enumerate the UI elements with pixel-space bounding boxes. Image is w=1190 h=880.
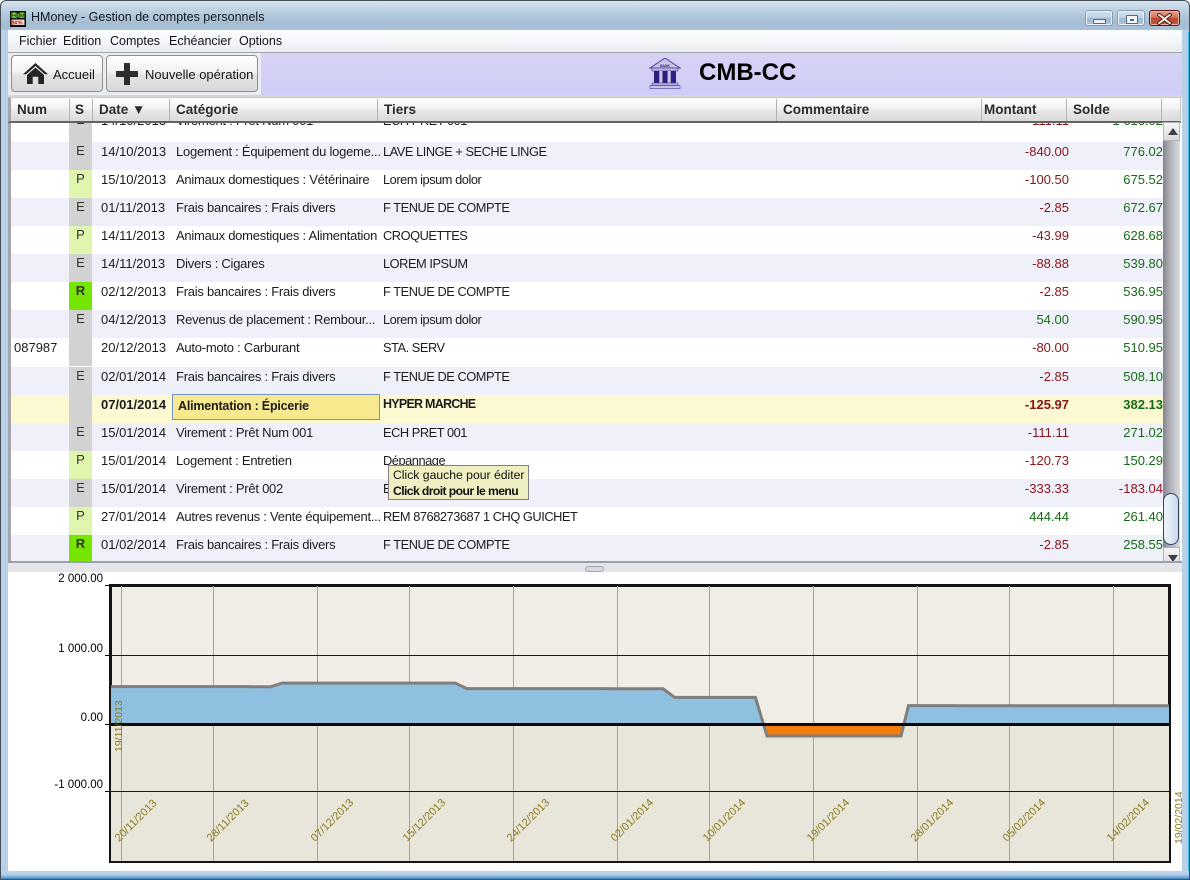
svg-text:M: M [20, 14, 25, 20]
svg-text:BANK: BANK [660, 64, 670, 68]
svg-text:H: H [12, 14, 16, 20]
svg-text:$¢%: $¢% [12, 21, 23, 27]
